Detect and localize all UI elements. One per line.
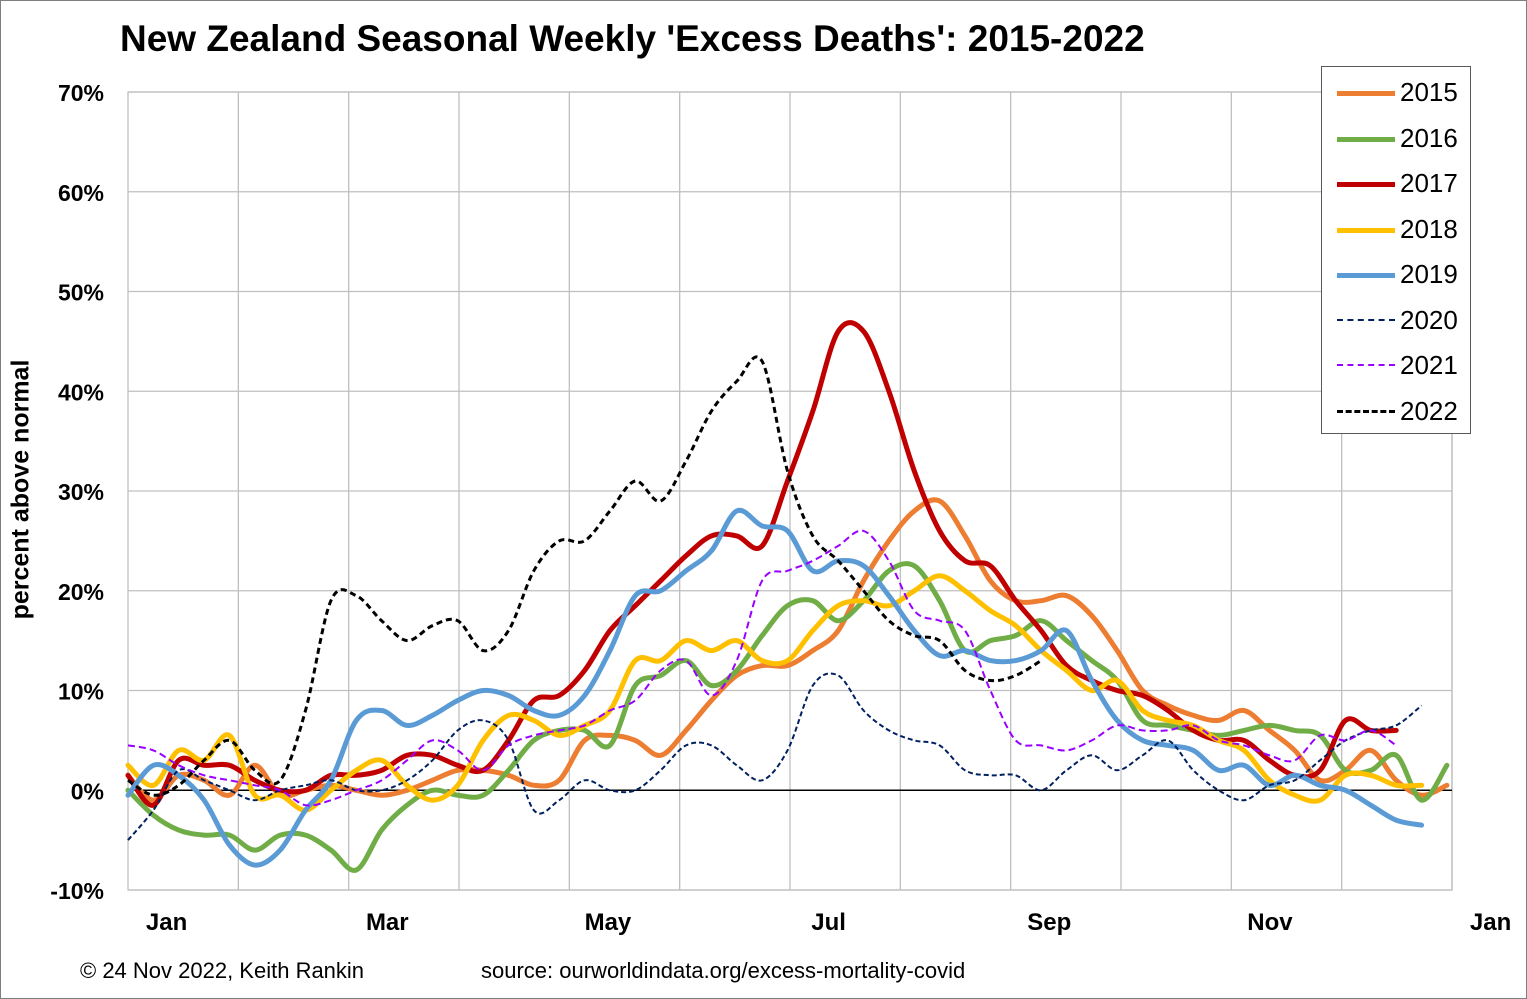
y-tick-label: 60% <box>58 180 104 206</box>
legend-label: 2017 <box>1400 168 1458 198</box>
x-tick-label: May <box>585 909 632 936</box>
y-tick-label: 0% <box>71 778 104 804</box>
series-line-2021 <box>127 529 1397 807</box>
legend: 2015 2016 2017 2018 2019 2020 2021 2022 <box>1321 66 1471 434</box>
y-tick-label: 10% <box>58 679 104 705</box>
legend-label: 2021 <box>1400 350 1458 380</box>
y-tick-label: 70% <box>58 80 104 106</box>
chart-title: New Zealand Seasonal Weekly 'Excess Deat… <box>120 18 1145 59</box>
series-line-2016 <box>125 561 1450 873</box>
x-tick-label: Jan <box>1470 909 1511 936</box>
x-tick-label: Nov <box>1247 909 1293 936</box>
legend-item: 2022 <box>1322 388 1472 432</box>
y-tick-label: 40% <box>58 379 104 405</box>
legend-item: 2021 <box>1322 342 1472 386</box>
legend-item: 2015 <box>1322 69 1472 113</box>
legend-swatch <box>1337 273 1395 278</box>
legend-label: 2020 <box>1400 304 1458 335</box>
legend-label: 2016 <box>1400 122 1458 153</box>
y-tick-label: 50% <box>58 280 104 306</box>
legend-item: 2017 <box>1322 160 1472 204</box>
legend-label: 2019 <box>1400 259 1458 289</box>
legend-swatch <box>1337 182 1395 187</box>
legend-swatch <box>1337 318 1395 321</box>
series-line-2019 <box>125 507 1425 868</box>
legend-item: 2016 <box>1322 115 1472 159</box>
legend-item: 2018 <box>1322 206 1472 250</box>
x-tick-label: Mar <box>366 909 409 936</box>
legend-label: 2022 <box>1400 395 1458 426</box>
series-line-2018 <box>125 573 1425 813</box>
legend-label: 2015 <box>1400 77 1458 107</box>
x-tick-label: Sep <box>1027 909 1071 936</box>
y-tick-label: 30% <box>58 479 104 505</box>
legend-swatch <box>1337 136 1395 142</box>
x-tick-label: Jan <box>146 909 187 936</box>
legend-item: 2020 <box>1322 297 1472 341</box>
legend-item: 2019 <box>1322 251 1472 295</box>
source-note: source: ourworldindata.org/excess-mortal… <box>481 958 966 983</box>
legend-label: 2018 <box>1400 213 1458 244</box>
legend-swatch <box>1337 409 1395 413</box>
y-tick-label: 20% <box>58 579 104 605</box>
legend-swatch <box>1337 227 1395 233</box>
y-tick-label: -10% <box>50 878 104 904</box>
x-tick-label: Jul <box>811 909 846 936</box>
plot-area <box>127 91 1453 891</box>
legend-swatch <box>1337 364 1395 366</box>
legend-swatch <box>1337 91 1395 96</box>
copyright-note: © 24 Nov 2022, Keith Rankin <box>80 958 365 983</box>
series-line-2020 <box>127 672 1423 841</box>
series-line-2015 <box>125 497 1450 803</box>
